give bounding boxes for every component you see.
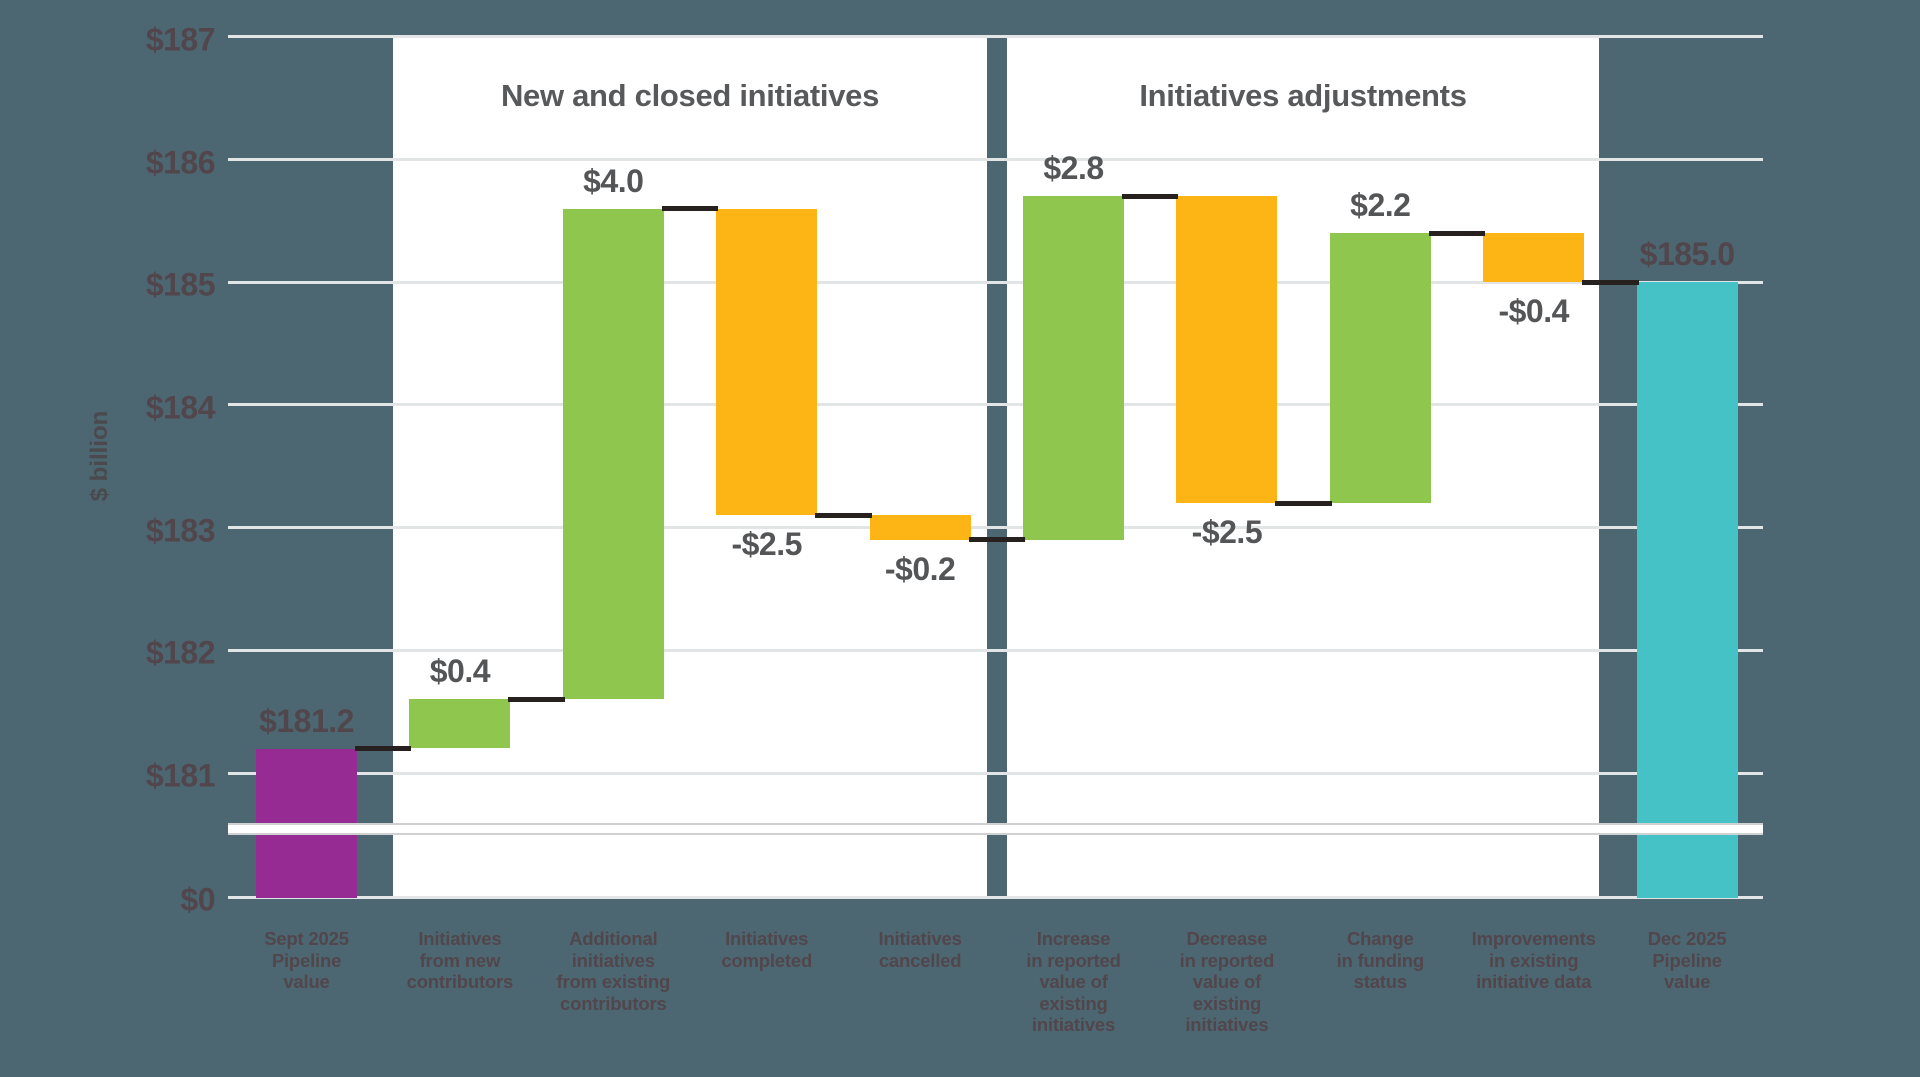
x-category-label-line: initiatives: [1031, 1014, 1116, 1035]
bar-dec-2025-pipeline-value: [1636, 282, 1738, 898]
x-category-label-line: from existing: [556, 971, 671, 992]
y-tick-label: $183: [145, 512, 216, 549]
gridline: [228, 35, 1763, 39]
x-category-label: Initiatives cancelled: [825, 928, 1015, 971]
x-category-label-line: Increase: [1036, 928, 1111, 949]
x-category-label-line: value of: [1192, 971, 1262, 992]
y-tick-label: $182: [145, 634, 216, 671]
x-category-label: Change in funding status: [1285, 928, 1475, 993]
x-category-label: Initiatives completed: [672, 928, 862, 971]
x-category-label: Dec 2025 Pipeline value: [1592, 928, 1782, 993]
waterfall-connector-tick: [1275, 500, 1332, 506]
x-category-label-line: Pipeline: [1652, 949, 1722, 971]
panel-new-and-closed-initiatives: [393, 37, 987, 897]
waterfall-connector-tick: [815, 512, 872, 518]
waterfall-connector-tick: [1428, 230, 1486, 236]
x-category-label-line: Initiatives: [418, 928, 502, 949]
waterfall-connector-tick: [1582, 279, 1639, 285]
x-category-label: Increase in reported value of existing initi…: [979, 928, 1169, 1036]
section-title-new-and-closed-initiatives: New and closed initiatives: [500, 78, 880, 113]
x-category-label-line: in funding: [1336, 949, 1425, 971]
x-category-label: Sept 2025 Pipeline value: [212, 928, 402, 993]
y-tick-label: $181: [145, 757, 216, 794]
x-category-label-line: initiative data: [1476, 971, 1592, 992]
bar-value-label: -$2.5: [731, 526, 802, 563]
bar-decrease-in-reported-value-of-existing-initiatives: [1176, 196, 1278, 503]
x-category-label-line: initiatives: [1185, 1014, 1269, 1035]
gridline: [228, 526, 1763, 530]
gridline: [228, 403, 1763, 407]
bar-value-label: $185.0: [1639, 236, 1735, 273]
waterfall-connector-tick: [1122, 193, 1179, 199]
x-category-label-line: value: [1663, 971, 1711, 992]
x-category-label-line: value of: [1039, 971, 1108, 992]
x-category-label-line: Dec 2025: [1647, 928, 1727, 949]
x-category-label: Additional initiatives from existing contri…: [518, 928, 708, 1014]
bar-value-label: -$0.2: [884, 550, 956, 587]
x-category-label-line: in existing: [1489, 949, 1579, 971]
bar-initiatives-completed: [716, 208, 818, 516]
axis-break-band: [228, 823, 1763, 835]
bar-value-label: $0.4: [429, 653, 491, 690]
waterfall-connector-tick: [508, 696, 565, 702]
x-category-label-line: initiatives: [571, 949, 655, 971]
x-category-label-line: existing: [1192, 992, 1262, 1014]
bar-value-label: -$2.5: [1191, 514, 1263, 551]
x-category-label: Initiatives from new contributors: [365, 928, 555, 993]
bar-value-label: $4.0: [583, 162, 644, 199]
x-category-label-line: in reported: [1179, 949, 1275, 971]
x-category-label-line: status: [1353, 971, 1407, 992]
x-category-label-line: contributors: [560, 992, 667, 1014]
bar-change-in-funding-status: [1329, 233, 1431, 503]
gridline: [228, 280, 1763, 284]
bar-initiatives-from-new-contributors: [409, 699, 511, 749]
x-category-label-line: Additional: [569, 928, 658, 949]
x-category-label-line: Initiatives: [878, 928, 962, 949]
x-category-label-line: Pipeline: [271, 949, 342, 971]
x-category-label: Improvements in existing initiative data: [1439, 928, 1629, 993]
x-category-label-line: completed: [721, 949, 813, 971]
x-category-label-line: Sept 2025: [264, 928, 349, 949]
waterfall-connector-tick: [661, 206, 719, 212]
x-category-label: Decrease in reported value of existing initi…: [1132, 928, 1322, 1036]
bar-value-label: $2.8: [1043, 150, 1104, 187]
x-category-label-line: existing: [1039, 992, 1108, 1014]
x-category-label-line: Initiatives: [725, 928, 809, 949]
waterfall-connector-tick: [355, 746, 412, 751]
bar-additional-initiatives-from-existing-contributors: [562, 208, 664, 700]
bar-value-label: -$0.4: [1498, 293, 1569, 330]
y-tick-label: $185: [145, 266, 216, 303]
y-tick-label: $0: [180, 881, 215, 918]
y-axis-title: $ billion: [86, 410, 113, 502]
bar-initiatives-cancelled: [869, 515, 971, 540]
gridline: [228, 895, 1763, 899]
y-tick-label: $186: [145, 144, 216, 180]
bar-value-label: $2.2: [1350, 187, 1411, 224]
bar-value-label: $181.2: [259, 702, 354, 739]
y-tick-label: $184: [145, 389, 216, 426]
x-category-label-line: in reported: [1026, 949, 1121, 971]
x-category-label-line: Change: [1346, 928, 1414, 949]
x-category-label-line: Decrease: [1186, 928, 1268, 949]
x-category-label-line: contributors: [406, 971, 514, 992]
gridline: [228, 648, 1763, 652]
x-category-label-line: value: [283, 971, 330, 992]
waterfall-connector-tick: [968, 537, 1025, 543]
section-title-initiatives-adjustments: Initiatives adjustments: [1139, 78, 1467, 113]
y-tick-label: $187: [145, 21, 216, 58]
bar-increase-in-reported-value-of-existing-initiatives: [1023, 196, 1124, 540]
x-category-label-line: Improvements: [1471, 928, 1596, 949]
gridline: [228, 158, 1763, 161]
x-category-label-line: from new: [419, 949, 501, 971]
gridline: [228, 771, 1763, 775]
x-category-label-line: cancelled: [878, 949, 962, 971]
bar-improvements-in-existing-initiative-data: [1483, 233, 1585, 283]
